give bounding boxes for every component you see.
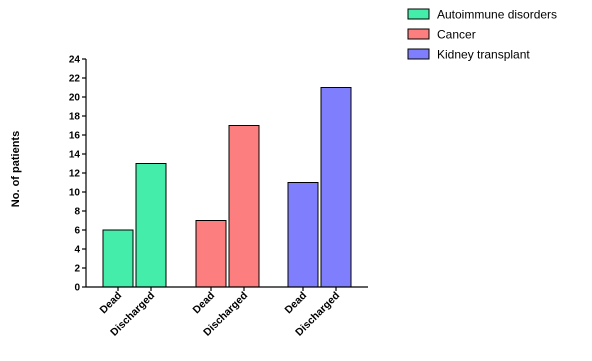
y-tick-label: 8 <box>74 207 80 218</box>
bar-kidney-transplant-discharged <box>320 87 352 288</box>
y-tick-label: 10 <box>69 188 81 199</box>
legend-swatch-kidney-transplant <box>407 48 430 60</box>
y-tick-label: 14 <box>69 150 81 161</box>
y-tick-label: 20 <box>69 93 81 104</box>
x-tick-label: Dead <box>282 290 309 317</box>
legend: Autoimmune disorders Cancer Kidney transpl… <box>407 8 557 62</box>
y-tick-label: 2 <box>74 264 80 275</box>
bars <box>102 87 352 288</box>
y-tick-label: 16 <box>69 131 81 142</box>
legend-label-cancer: Cancer <box>437 28 476 42</box>
y-axis-title: No. of patients <box>10 131 22 207</box>
y-tick-label: 22 <box>69 74 81 85</box>
bar-cancer-dead <box>195 220 227 288</box>
y-tick-label: 0 <box>74 283 80 294</box>
bar-kidney-transplant-dead <box>287 182 319 288</box>
y-tick-label: 4 <box>74 245 80 256</box>
x-tick-label: Dead <box>190 290 217 317</box>
bar-autoimmune-disorders-dead <box>102 229 134 288</box>
x-tick-label: Dead <box>97 290 124 317</box>
y-tick-label: 12 <box>69 169 81 180</box>
legend-swatch-cancer <box>407 28 430 40</box>
legend-swatch-autoimmune-disorders <box>407 8 430 20</box>
y-tick-label: 6 <box>74 226 80 237</box>
legend-label-autoimmune-disorders: Autoimmune disorders <box>437 8 557 22</box>
y-tick-label: 24 <box>69 55 81 66</box>
bar-cancer-discharged <box>228 125 260 288</box>
legend-label-kidney-transplant: Kidney transplant <box>437 48 530 62</box>
bar-autoimmune-disorders-discharged <box>135 163 167 288</box>
y-tick-label: 18 <box>69 112 81 123</box>
